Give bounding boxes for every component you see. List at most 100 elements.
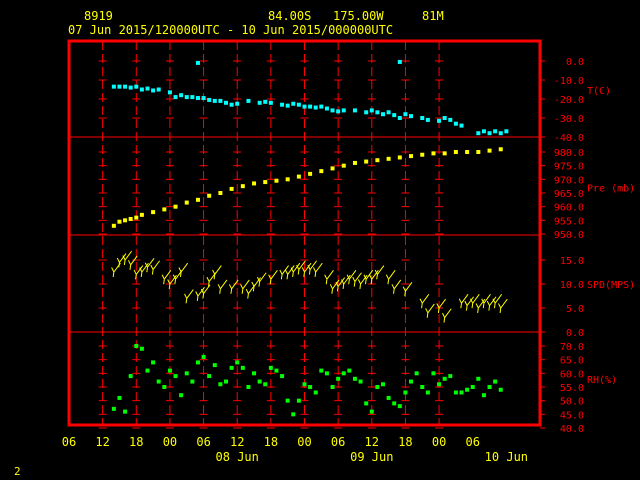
data-point <box>218 382 223 387</box>
wind-arrow <box>498 298 508 314</box>
wind-arrow-barb <box>290 267 294 273</box>
data-point <box>201 96 206 101</box>
wind-arrow <box>139 262 149 278</box>
data-point <box>218 191 223 195</box>
data-point <box>139 87 144 92</box>
data-point <box>352 108 357 113</box>
data-point <box>184 371 189 376</box>
wind-arrow <box>251 277 261 292</box>
wind-arrow <box>475 298 486 314</box>
wind-arrow-barb <box>419 298 423 304</box>
data-point <box>207 97 212 102</box>
wind-arrow-shaft <box>500 298 508 309</box>
wind-arrow-barb <box>402 286 406 292</box>
data-point <box>257 100 262 105</box>
wind-arrow-barb <box>116 257 120 263</box>
data-point <box>381 382 385 387</box>
x-tick-label: 12 <box>230 435 244 449</box>
data-point <box>369 108 374 113</box>
wind-arrow-barb <box>269 279 272 285</box>
wind-arrow-shaft <box>259 272 267 282</box>
wind-arrow-shaft <box>348 270 357 280</box>
wind-arrow-barb <box>341 279 345 285</box>
wind-arrow-shaft <box>360 274 368 285</box>
wind-arrow-shaft <box>309 260 318 270</box>
y-tick-label: 975.0 <box>554 162 584 173</box>
data-point <box>117 395 122 400</box>
wind-arrow-barb <box>195 291 199 297</box>
wind-arrow-shaft <box>287 265 295 275</box>
data-point <box>448 117 453 122</box>
data-point <box>319 169 324 174</box>
wind-arrow-barb <box>268 274 272 280</box>
wind-arrow <box>268 270 278 285</box>
wind-arrow-barb <box>151 269 154 275</box>
wind-arrow-shaft <box>466 296 475 306</box>
wind-arrow-barb <box>297 269 300 275</box>
data-point <box>195 60 200 65</box>
wind-arrow-barb <box>307 264 311 270</box>
wind-arrow-shaft <box>281 265 290 275</box>
data-point <box>403 112 408 117</box>
data-point <box>173 204 178 209</box>
wind-arrow-barb <box>481 298 485 304</box>
data-point <box>336 376 341 381</box>
x-tick-label: 00 <box>297 435 311 449</box>
data-point <box>240 365 245 370</box>
wind-arrow-shaft <box>119 253 127 263</box>
x-tick-label: 18 <box>264 435 278 449</box>
wind-arrow-shaft <box>180 262 189 273</box>
wind-arrow-barb <box>336 286 339 292</box>
x-day-label: 09 Jun <box>350 450 393 464</box>
wind-arrow-barb <box>217 284 221 290</box>
wind-arrow-barb <box>324 274 328 280</box>
y-tick-label: 0.0 <box>566 57 584 68</box>
wind-arrow-barb <box>133 269 137 275</box>
data-point <box>498 147 503 152</box>
data-point <box>358 379 363 384</box>
wind-arrow <box>346 270 357 285</box>
wind-arrow-barb <box>369 274 373 280</box>
data-point <box>386 395 391 400</box>
data-point <box>128 374 133 379</box>
data-point <box>319 104 324 109</box>
data-point <box>296 102 301 107</box>
wind-arrow <box>228 279 239 294</box>
wind-arrow-shaft <box>186 289 194 299</box>
wind-arrow-shaft <box>472 294 480 304</box>
data-point <box>487 385 492 389</box>
wind-arrow-barb <box>178 267 182 273</box>
y-tick-label: 15.0 <box>560 256 584 267</box>
y-tick-label: -30.0 <box>554 114 584 125</box>
data-layer <box>111 59 509 417</box>
wind-arrow-barb <box>146 267 148 273</box>
wind-arrow <box>167 274 177 290</box>
data-point <box>453 150 458 154</box>
wind-arrow-barb <box>421 303 423 309</box>
y-tick-label: 70.0 <box>560 342 584 353</box>
wind-arrow-barb <box>213 274 216 280</box>
y-tick-label: 60.0 <box>560 369 584 380</box>
data-point <box>313 390 318 395</box>
wind-arrow-shaft <box>169 274 177 285</box>
wind-arrow <box>436 298 447 314</box>
y-tick-label: 0.0 <box>566 328 584 339</box>
wind-arrow <box>122 250 133 266</box>
data-point <box>280 102 285 107</box>
wind-arrow-barb <box>219 288 221 294</box>
wind-arrow <box>329 279 340 294</box>
wind-arrow-barb <box>303 271 305 278</box>
data-point <box>195 360 200 365</box>
data-point <box>465 387 470 392</box>
wind-arrow <box>313 262 323 278</box>
wind-arrow-shaft <box>427 303 435 314</box>
wind-arrow <box>150 260 161 275</box>
data-point <box>274 178 279 183</box>
y-tick-label: 10.0 <box>560 280 584 291</box>
data-point <box>459 390 464 395</box>
data-point <box>139 346 144 351</box>
data-point <box>302 104 307 109</box>
data-point <box>341 371 346 376</box>
wind-arrow-shaft <box>219 279 228 290</box>
